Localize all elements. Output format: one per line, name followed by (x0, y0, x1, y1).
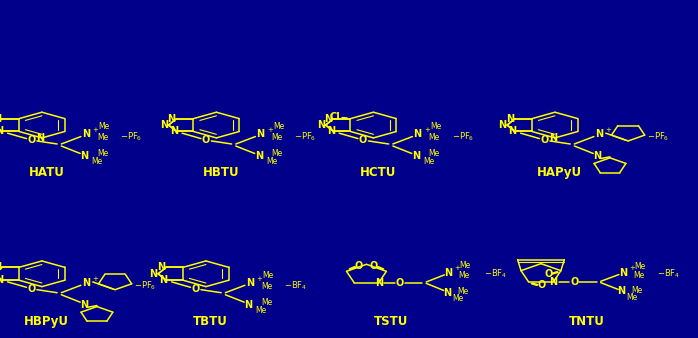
Text: Me: Me (97, 149, 108, 158)
Text: Me: Me (273, 122, 284, 131)
Text: HATU: HATU (29, 166, 65, 179)
Text: N: N (549, 133, 557, 143)
Text: O: O (27, 284, 36, 294)
Text: Me: Me (457, 287, 468, 296)
Text: N: N (506, 114, 514, 124)
Text: HBTU: HBTU (203, 166, 239, 179)
Text: N: N (160, 275, 168, 285)
Text: N: N (619, 267, 627, 277)
Text: N: N (413, 129, 422, 139)
Text: N: N (549, 277, 557, 287)
Text: Me: Me (266, 158, 277, 166)
Text: O: O (537, 280, 545, 290)
Text: N: N (82, 129, 90, 139)
Text: O: O (544, 269, 552, 279)
Text: N: N (327, 126, 335, 137)
Text: O: O (202, 135, 210, 145)
Text: O: O (570, 277, 579, 287)
Text: N: N (509, 126, 517, 137)
Text: Me: Me (459, 271, 470, 280)
Text: +: + (267, 127, 273, 133)
Text: Me: Me (423, 158, 434, 166)
Text: Me: Me (460, 261, 471, 270)
Text: N: N (36, 133, 44, 143)
Text: N: N (498, 120, 506, 130)
Text: Me: Me (255, 306, 267, 315)
Text: Me: Me (634, 262, 646, 271)
Text: N: N (157, 262, 165, 272)
Text: N: N (80, 299, 89, 310)
Text: −BF$_4$: −BF$_4$ (283, 280, 306, 292)
Text: N: N (168, 114, 176, 124)
Text: −PF$_6$: −PF$_6$ (134, 280, 156, 292)
Text: O: O (355, 261, 363, 271)
Text: N: N (412, 151, 420, 161)
Text: N: N (595, 129, 603, 139)
Text: Me: Me (272, 149, 283, 158)
Text: N: N (445, 267, 452, 277)
Text: O: O (540, 135, 549, 145)
Text: −BF$_4$: −BF$_4$ (657, 268, 680, 281)
Text: +: + (606, 127, 611, 133)
Text: N: N (0, 114, 1, 124)
Text: O: O (370, 261, 378, 271)
Text: N: N (375, 277, 383, 288)
Text: −PF$_6$: −PF$_6$ (452, 131, 474, 143)
Text: HAPyU: HAPyU (537, 166, 582, 179)
Text: N: N (0, 275, 3, 285)
Text: +: + (257, 276, 262, 282)
Text: −PF$_6$: −PF$_6$ (647, 131, 669, 143)
Text: N: N (325, 114, 333, 124)
Text: N: N (618, 286, 625, 296)
Text: Me: Me (261, 282, 272, 291)
Text: Me: Me (429, 149, 440, 158)
Text: Me: Me (261, 298, 272, 307)
Text: Me: Me (272, 133, 283, 142)
Text: Me: Me (429, 133, 440, 142)
Text: −BF$_4$: −BF$_4$ (484, 268, 507, 281)
Text: Me: Me (633, 271, 644, 280)
Text: N: N (0, 126, 3, 137)
Text: Me: Me (262, 271, 274, 280)
Text: Me: Me (91, 158, 103, 166)
Text: N: N (317, 120, 325, 130)
Text: Me: Me (627, 293, 638, 302)
Text: TNTU: TNTU (568, 315, 604, 328)
Text: TSTU: TSTU (373, 315, 408, 328)
Text: N: N (170, 126, 178, 137)
Text: +: + (424, 127, 430, 133)
Text: Me: Me (98, 122, 110, 131)
Text: N: N (443, 288, 451, 298)
Text: Cl: Cl (329, 112, 341, 122)
Text: N: N (82, 278, 90, 288)
Text: Me: Me (452, 294, 463, 304)
Text: Me: Me (632, 286, 643, 295)
Text: HCTU: HCTU (360, 166, 396, 179)
Text: +: + (93, 276, 98, 282)
Text: Me: Me (430, 122, 441, 131)
Text: +: + (93, 127, 98, 133)
Text: N: N (256, 129, 265, 139)
Text: N: N (149, 269, 157, 279)
Text: O: O (359, 135, 367, 145)
Text: −PF$_6$: −PF$_6$ (295, 131, 317, 143)
Text: TBTU: TBTU (193, 315, 228, 328)
Text: N: N (80, 151, 89, 161)
Text: O: O (27, 135, 36, 145)
Text: +: + (454, 265, 461, 271)
Text: N: N (255, 151, 263, 161)
Text: N: N (246, 278, 254, 288)
Text: HBPyU: HBPyU (24, 315, 69, 328)
Text: N: N (593, 151, 602, 161)
Text: N: N (160, 120, 168, 130)
Text: O: O (191, 284, 200, 294)
Text: −PF$_6$: −PF$_6$ (120, 131, 142, 143)
Text: +: + (629, 265, 635, 271)
Text: N: N (244, 299, 253, 310)
Text: O: O (396, 277, 404, 288)
Text: N: N (0, 262, 1, 272)
Text: Me: Me (97, 133, 108, 142)
